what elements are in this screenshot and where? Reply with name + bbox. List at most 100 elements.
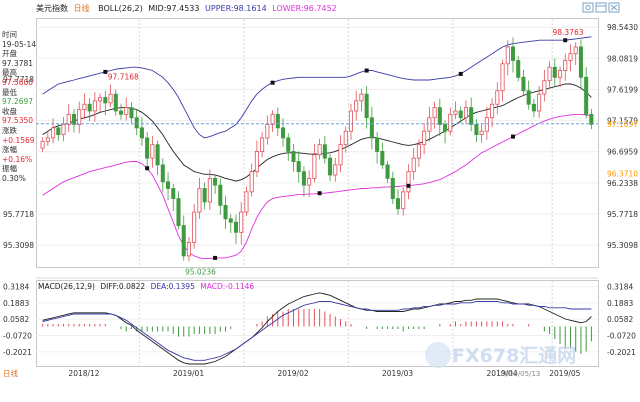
candle-up [406,171,411,193]
candle-down [139,127,144,139]
candle-down [521,76,526,92]
band-marker [458,71,463,76]
candle-down [301,171,306,186]
candle-down [160,164,165,183]
candle-down [113,93,118,112]
candle-up [505,46,510,65]
candle-up [568,53,573,61]
candle-up [317,144,322,156]
bottom-period-label[interactable]: 日线 [3,368,18,378]
candle-up [108,93,113,104]
candle-up [359,93,364,102]
candle-up [463,107,468,119]
candle-up [239,211,244,233]
band-marker [317,191,322,196]
candle-down [155,144,160,166]
candle-up [563,60,568,71]
candle-up [260,137,265,152]
macd-diff-line [42,292,592,365]
candle-up [427,117,432,132]
price-tick-right: 95.7718 [607,210,638,219]
candle-down [369,117,374,139]
amp-label: 振幅 [2,164,17,174]
candle-up [265,124,270,139]
candle-up [343,130,348,146]
macd-diff-label: DIFF:0.0822 [100,282,145,291]
candle-up [500,63,505,92]
macd-tick-right: 0.1883 [607,299,633,308]
window-icon[interactable] [595,2,607,13]
macd-chart [36,286,598,365]
close-label: 收盘 [2,106,17,116]
candle-up [124,107,129,115]
bollinger-bands [42,36,592,260]
band-markers [103,38,568,260]
candle-down [181,225,186,257]
candle-down [469,107,474,125]
band-marker [145,166,150,171]
band-marker [510,134,515,139]
candle-up [82,103,87,111]
x-tick-label: 2019/04 [487,369,518,378]
band-upper [42,36,592,139]
candle-up [354,100,359,112]
low-label: 最低 [2,87,17,97]
candle-up [249,171,254,193]
candle-down [437,107,442,125]
x-tick-label: 2019/01 [173,369,204,378]
pct-value: +0.16% [2,154,33,164]
price-tick-right: 95.3098 [607,241,638,250]
candle-up [312,154,317,179]
candle-down [171,188,176,200]
candle-down [286,137,291,152]
candle-up [547,66,552,82]
settings-icon[interactable] [582,2,594,13]
candle-down [228,218,233,223]
upper-label: UPPER:98.1614 [205,4,267,13]
candle-up [92,100,97,112]
candle-down [145,137,150,159]
candle-down [223,204,228,220]
macd-dea-line [42,301,592,361]
candle-up [495,90,500,105]
x-tick-label: 2018/12 [68,369,99,378]
close-icon[interactable] [608,2,620,13]
macd-tick-left: 0.3184 [3,283,29,292]
quote-info-panel: 时间 19-05-14 开盘 97.3781 最高 97.5600 最低 97.… [2,30,38,184]
candle-up [479,130,484,135]
candle-up [401,191,406,210]
candle-down [281,127,286,139]
candle-up [537,93,542,112]
mid-label: MID:97.4533 [148,4,199,13]
candle-down [296,161,301,173]
high-value: 97.5600 [2,77,34,87]
high-label: 最高 [2,68,17,78]
indicator-header: 美元指数 日线 BOLL(26,2) MID:97.4533 UPPER:98.… [36,3,337,13]
band-marker [563,38,568,43]
macd-dea-label: DEA:0.1395 [151,282,196,291]
candle-down [87,103,92,112]
macd-tick-left: -0.2021 [3,348,32,357]
candle-up [98,97,103,102]
period-label: 日线 [74,3,90,13]
candle-up [422,130,427,146]
price-tick-left: 97.7718 [3,75,34,84]
candle-up [66,113,71,125]
candle-up [542,80,547,95]
annotation-high-2: 98.3763 [552,28,583,37]
candle-down [328,157,333,176]
macd-tick-right: -0.0720 [607,332,636,341]
candle-down [531,103,536,112]
candle-down [233,221,239,233]
candle-down [526,90,531,105]
candle-down [380,151,385,166]
candle-down [516,60,521,78]
candle-up [254,151,259,173]
macd-tick-left: 0.1883 [3,299,29,308]
candle-down [166,181,171,189]
candle-up [150,144,155,159]
macd-tick-right: 0.3184 [607,283,633,292]
macd-tick-right: -0.2021 [607,348,636,357]
price-tick-right: 98.0819 [607,54,638,63]
